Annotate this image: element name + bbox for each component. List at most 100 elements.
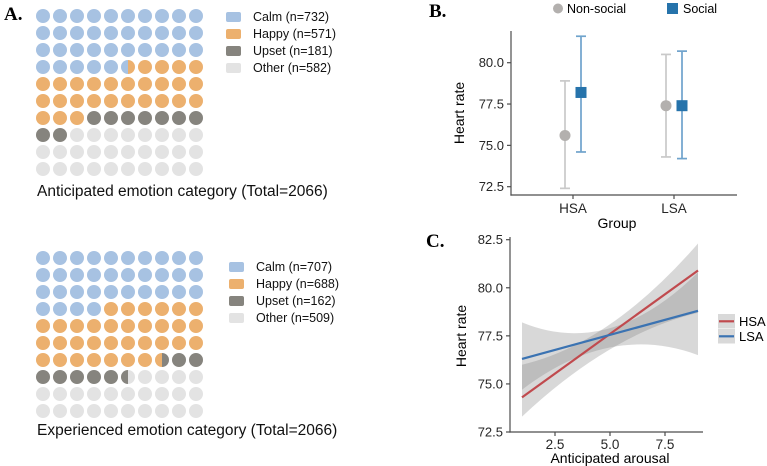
waffle-dot <box>53 77 67 91</box>
waffle-dot <box>87 26 101 40</box>
waffle-dot <box>172 336 186 350</box>
waffle-dot <box>104 145 118 159</box>
waffle-dot <box>104 111 118 125</box>
waffle-dot <box>36 94 50 108</box>
waffle-dot <box>70 251 84 265</box>
waffle-dot <box>172 145 186 159</box>
waffle-dot <box>104 128 118 142</box>
c-legend-hsa-label: HSA <box>739 314 766 329</box>
waffle-dot <box>138 94 152 108</box>
waffle-experienced-caption: Experienced emotion category (Total=2066… <box>37 422 338 439</box>
waffle-dot <box>104 387 118 401</box>
c-y-tick-label: 75.0 <box>478 376 503 391</box>
waffle-dot <box>70 162 84 176</box>
waffle-dot <box>155 404 169 418</box>
waffle-dot <box>155 77 169 91</box>
waffle-dot <box>87 387 101 401</box>
waffle-dot <box>121 404 135 418</box>
waffle-dot <box>121 111 135 125</box>
waffle-dot <box>172 43 186 57</box>
waffle-dot <box>87 251 101 265</box>
legend-item: Other (n=509) <box>229 309 339 326</box>
waffle-dot <box>138 128 152 142</box>
legend-item: Happy (n=571) <box>226 25 336 42</box>
waffle-dot <box>189 9 203 23</box>
waffle-dot <box>155 128 169 142</box>
waffle-dot <box>121 387 135 401</box>
waffle-dot <box>87 94 101 108</box>
waffle-anticipated <box>36 9 206 179</box>
waffle-dot <box>189 353 203 367</box>
waffle-dot <box>53 145 67 159</box>
waffle-dot <box>155 94 169 108</box>
c-x-tick-label: 5.0 <box>601 437 620 452</box>
waffle-dot <box>87 370 101 384</box>
waffle-dot <box>172 9 186 23</box>
waffle-dot <box>138 336 152 350</box>
b-y-tick-label: 77.5 <box>479 97 504 112</box>
waffle-dot <box>189 111 203 125</box>
waffle-dot <box>138 9 152 23</box>
waffle-dot <box>36 336 50 350</box>
waffle-dot <box>87 285 101 299</box>
waffle-dot <box>87 353 101 367</box>
point-square <box>676 100 688 112</box>
waffle-dot <box>36 162 50 176</box>
waffle-dot <box>189 387 203 401</box>
waffle-dot <box>172 370 186 384</box>
waffle-dot <box>104 43 118 57</box>
c-x-tick-label: 2.5 <box>546 437 565 452</box>
waffle-dot <box>189 319 203 333</box>
waffle-dot <box>155 387 169 401</box>
waffle-dot <box>172 319 186 333</box>
waffle-dot <box>53 302 67 316</box>
waffle-dot <box>121 162 135 176</box>
point-square <box>575 86 587 98</box>
waffle-dot <box>155 111 169 125</box>
b-legend-nonsocial-label: Non-social <box>567 2 626 16</box>
waffle-dot <box>87 145 101 159</box>
waffle-dot <box>53 60 67 74</box>
waffle-dot <box>155 319 169 333</box>
waffle-dot <box>189 43 203 57</box>
waffle-dot <box>121 353 135 367</box>
waffle-dot <box>104 336 118 350</box>
b-legend-social-label: Social <box>683 2 717 16</box>
waffle-dot <box>172 387 186 401</box>
waffle-dot <box>172 353 186 367</box>
waffle-dot <box>70 111 84 125</box>
waffle-dot <box>138 353 152 367</box>
waffle-dot <box>70 387 84 401</box>
c-legend-lsa-label: LSA <box>739 329 764 344</box>
waffle-dot <box>36 285 50 299</box>
waffle-dot <box>53 319 67 333</box>
waffle-dot <box>70 60 84 74</box>
waffle-dot <box>189 370 203 384</box>
waffle-dot <box>138 404 152 418</box>
waffle-dot <box>36 60 50 74</box>
waffle-dot <box>172 302 186 316</box>
waffle-dot <box>189 336 203 350</box>
waffle-dot <box>53 111 67 125</box>
waffle-dot <box>36 43 50 57</box>
legend-label: Upset (n=162) <box>256 293 336 308</box>
b-y-axis-title: Heart rate <box>451 82 467 144</box>
waffle-dot <box>104 319 118 333</box>
waffle-dot <box>138 77 152 91</box>
waffle-dot <box>138 285 152 299</box>
waffle-dot <box>172 60 186 74</box>
waffle-dot <box>36 9 50 23</box>
waffle-dot <box>70 94 84 108</box>
b-y-tick-label: 75.0 <box>479 138 504 153</box>
waffle-dot <box>87 111 101 125</box>
waffle-dot <box>53 94 67 108</box>
waffle-dot <box>87 9 101 23</box>
b-y-tick-label: 80.0 <box>479 55 504 70</box>
waffle-dot <box>53 370 67 384</box>
regression-line-lsa <box>521 309 699 360</box>
waffle-dot <box>36 268 50 282</box>
waffle-dot <box>172 26 186 40</box>
panel-c-label: C. <box>426 231 445 252</box>
waffle-dot <box>172 251 186 265</box>
waffle-dot <box>138 162 152 176</box>
